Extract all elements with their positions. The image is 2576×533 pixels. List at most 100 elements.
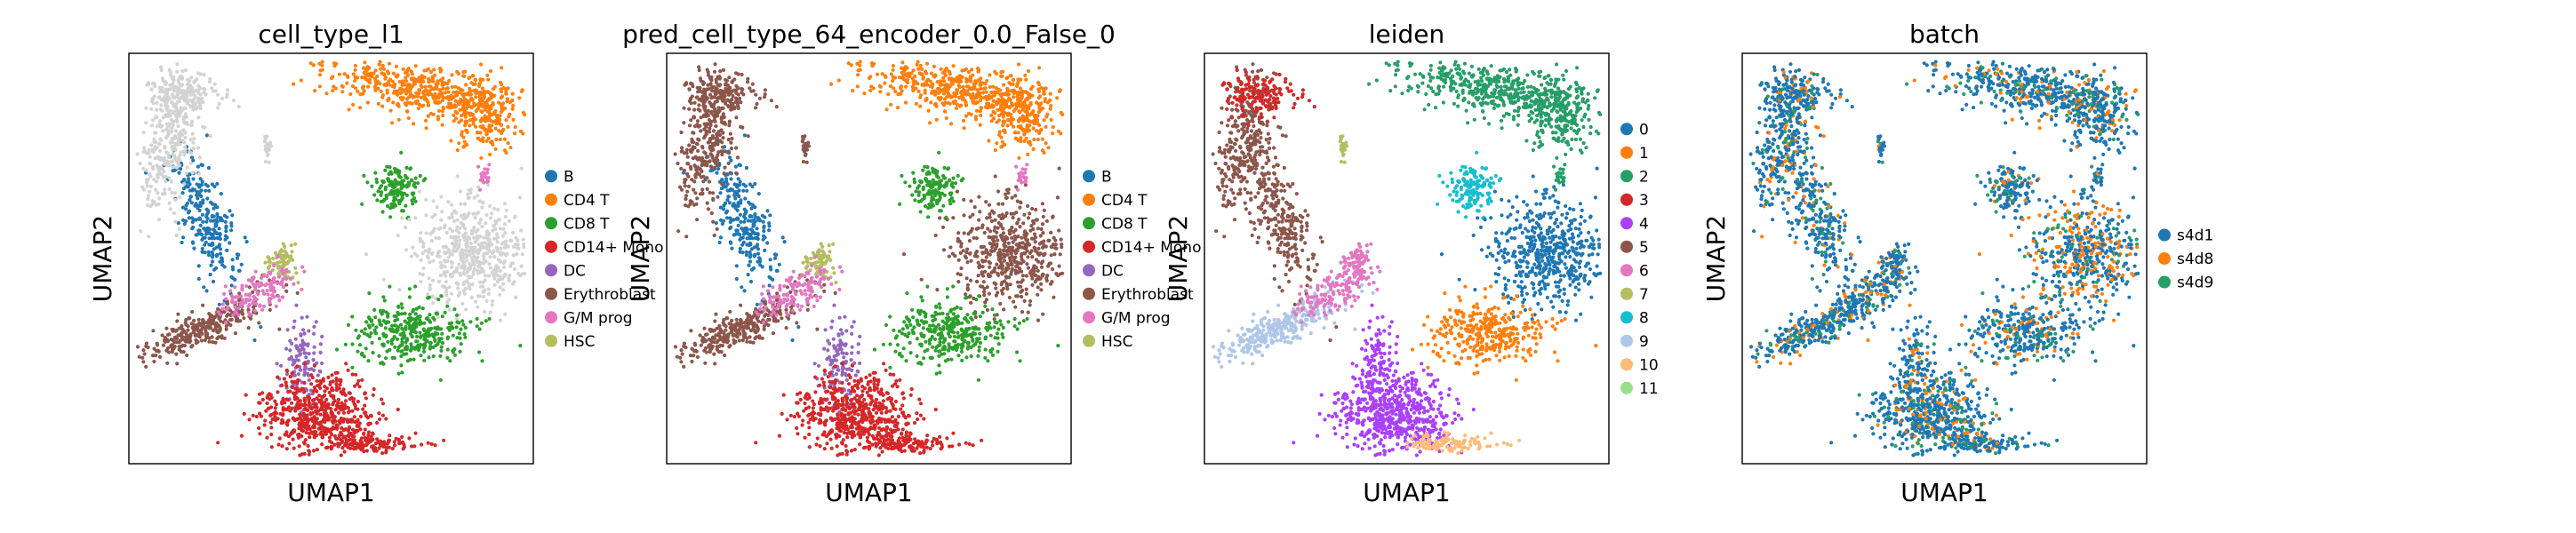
scatter-point — [405, 359, 410, 363]
scatter-point — [372, 193, 377, 197]
scatter-point — [1028, 298, 1033, 304]
scatter-point — [415, 79, 420, 84]
scatter-point — [409, 348, 413, 353]
scatter-point — [910, 193, 915, 197]
scatter-point — [301, 328, 306, 332]
scatter-point — [387, 71, 391, 76]
scatter-point — [231, 99, 236, 103]
scatter-point — [460, 319, 465, 323]
scatter-point — [307, 329, 311, 333]
scatter-point — [235, 256, 240, 260]
scatter-point — [1004, 249, 1009, 253]
scatter-point — [449, 139, 453, 143]
scatter-point — [424, 330, 428, 334]
scatter-point — [1012, 299, 1016, 304]
scatter-point — [390, 79, 396, 84]
y-axis-label: UMAP2 — [88, 215, 117, 303]
scatter-point — [1032, 137, 1036, 142]
scatter-point — [207, 312, 212, 316]
scatter-point — [460, 259, 465, 264]
scatter-point — [373, 315, 378, 320]
scatter-point — [280, 444, 284, 449]
scatter-point — [984, 255, 988, 259]
scatter-point — [247, 285, 252, 290]
scatter-point — [171, 169, 175, 173]
scatter-point — [418, 330, 422, 335]
scatter-point — [973, 117, 979, 122]
scatter-point — [417, 76, 421, 80]
scatter-point — [168, 70, 172, 75]
scatter-point — [324, 446, 329, 450]
scatter-point — [462, 332, 467, 337]
scatter-point — [271, 288, 276, 292]
scatter-point — [361, 84, 365, 89]
scatter-point — [204, 219, 209, 224]
scatter-point — [379, 184, 384, 188]
scatter-point — [516, 246, 520, 251]
scatter-point — [934, 173, 939, 179]
scatter-point — [492, 276, 497, 281]
scatter-point — [291, 437, 295, 442]
scatter-point — [1011, 215, 1015, 220]
scatter-point — [161, 343, 165, 347]
scatter-point — [471, 122, 476, 126]
scatter-point — [196, 317, 201, 322]
scatter-point — [320, 435, 324, 440]
scatter-point — [195, 193, 199, 197]
scatter-point — [310, 417, 315, 421]
scatter-point — [188, 104, 193, 108]
scatter-point — [258, 411, 262, 416]
scatter-point — [340, 392, 345, 396]
scatter-point — [421, 349, 427, 354]
scatter-point — [969, 94, 973, 99]
scatter-point — [1001, 248, 1005, 252]
scatter-point — [400, 195, 404, 200]
scatter-point — [951, 199, 956, 203]
scatter-point — [280, 295, 284, 299]
scatter-point — [484, 106, 489, 110]
scatter-point — [295, 381, 300, 386]
scatter-point — [224, 324, 228, 329]
scatter-point — [293, 266, 298, 270]
scatter-point — [276, 390, 280, 394]
scatter-point — [970, 68, 974, 72]
scatter-point — [501, 282, 506, 286]
scatter-point — [303, 424, 308, 428]
scatter-point — [477, 280, 483, 284]
scatter-point — [189, 345, 194, 349]
scatter-point — [944, 115, 948, 121]
scatter-point — [350, 441, 355, 445]
scatter-point — [438, 354, 443, 358]
scatter-point — [1022, 298, 1027, 303]
scatter-point — [396, 407, 400, 412]
scatter-point — [311, 449, 316, 453]
scatter-point — [384, 445, 388, 450]
scatter-point — [265, 289, 269, 293]
scatter-point — [302, 418, 307, 422]
scatter-point — [473, 215, 477, 220]
scatter-point — [400, 440, 405, 444]
scatter-point — [359, 448, 364, 452]
scatter-point — [985, 78, 989, 84]
scatter-point — [172, 78, 176, 83]
scatter-point — [435, 327, 439, 331]
scatter-point — [365, 180, 370, 185]
scatter-point — [461, 135, 466, 139]
scatter-point — [412, 181, 417, 186]
scatter-point — [246, 311, 252, 315]
scatter-point — [999, 282, 1004, 287]
scatter-point — [972, 84, 977, 88]
scatter-point — [331, 394, 335, 398]
scatter-point — [276, 274, 281, 279]
scatter-point — [981, 274, 986, 278]
scatter-point — [209, 263, 213, 267]
scatter-point — [220, 334, 224, 338]
scatter-point — [472, 101, 476, 106]
scatter-point — [252, 308, 257, 314]
scatter-point — [978, 83, 983, 87]
scatter-point — [984, 90, 988, 94]
scatter-point — [942, 97, 948, 101]
scatter-point — [225, 248, 229, 252]
scatter-point — [135, 345, 140, 349]
